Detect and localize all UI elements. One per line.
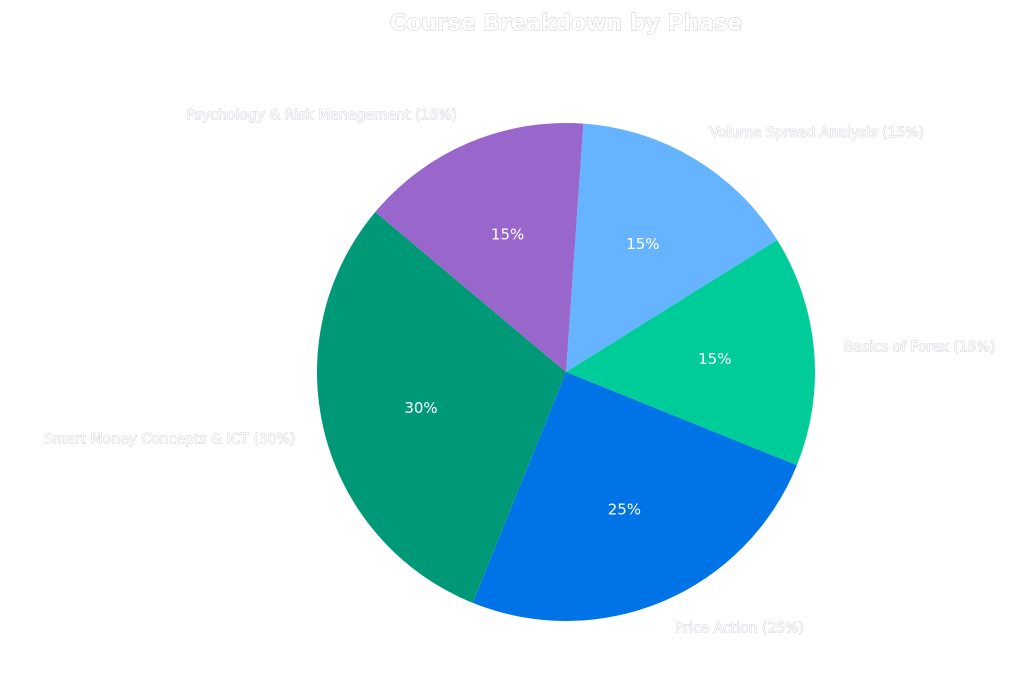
pie-slices — [316, 123, 815, 622]
pie-slice — [566, 123, 778, 372]
slice-percent-label: 15% — [698, 350, 731, 368]
slice-category-label: Volume Spread Analysis (15%) — [710, 125, 924, 141]
pie-slice — [472, 372, 797, 622]
slice-percent-label: 30% — [404, 399, 437, 417]
pie-slice — [375, 123, 584, 373]
slice-category-label: Basics of Forex (15%) — [844, 340, 995, 356]
slice-percent-label: 15% — [626, 235, 659, 253]
slice-category-label: Smart Money Concepts & ICT (30%) — [44, 432, 296, 448]
category-labels: Volume Spread Analysis (15%) Basics of Fo… — [43, 107, 995, 637]
slice-category-label: Psychology & Risk Management (15%) — [186, 107, 457, 123]
slice-percent-label: 15% — [491, 226, 524, 244]
slice-percent-label: 25% — [608, 501, 641, 519]
pie-slice — [316, 211, 566, 603]
chart-title: Course Breakdown by Phase — [390, 11, 742, 36]
slice-category-label: Price Action (25%) — [675, 621, 804, 637]
pie-slice — [566, 240, 815, 466]
percent-labels: 15% 15% 25% 30% 15% — [404, 226, 731, 519]
